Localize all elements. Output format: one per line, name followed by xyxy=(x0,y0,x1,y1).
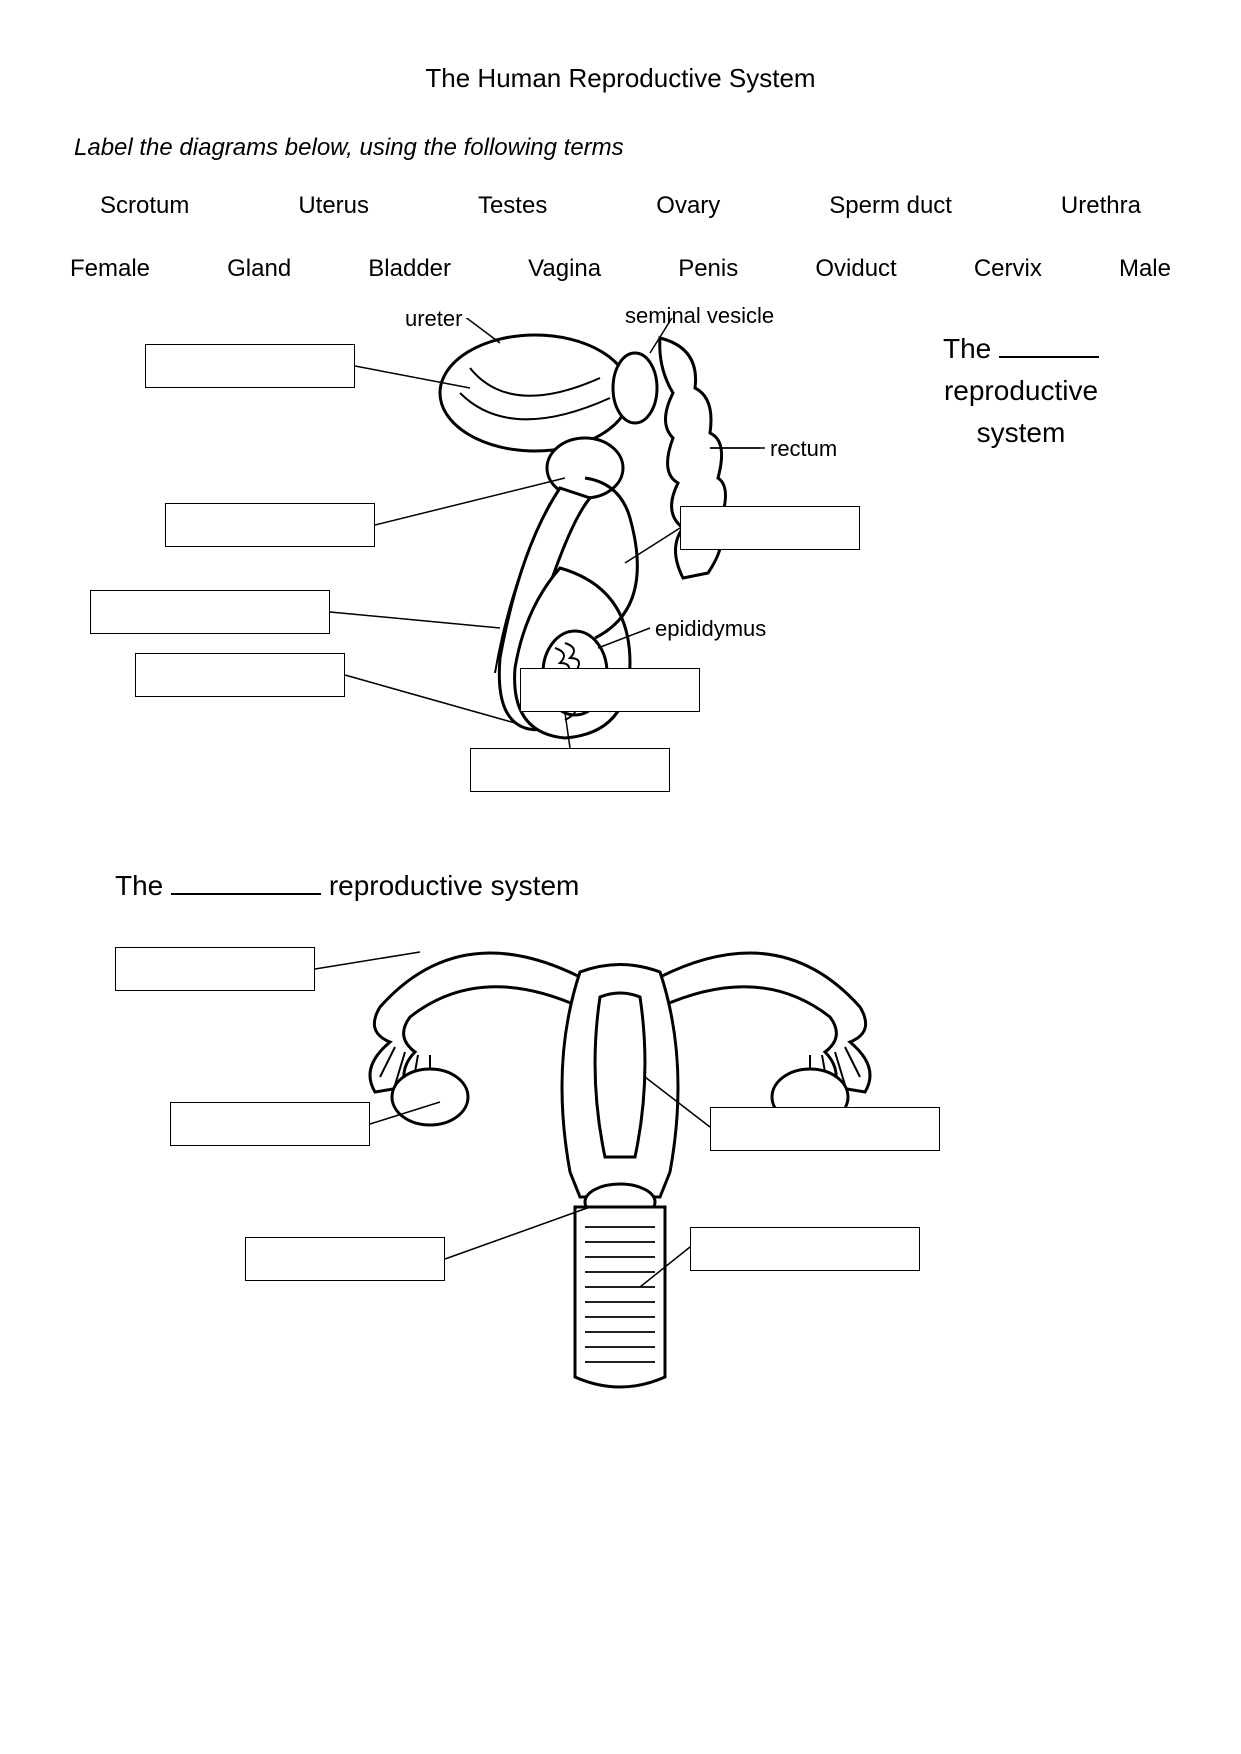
term: Penis xyxy=(678,255,738,283)
caption-blank[interactable] xyxy=(999,331,1099,358)
page-title: The Human Reproductive System xyxy=(70,63,1171,94)
fill-box[interactable] xyxy=(710,1107,940,1151)
fill-box[interactable] xyxy=(90,590,330,634)
word-bank: Scrotum Uterus Testes Ovary Sperm duct U… xyxy=(70,192,1171,283)
caption-blank[interactable] xyxy=(171,868,321,895)
caption-prefix: The xyxy=(943,333,999,364)
female-anatomy-svg xyxy=(340,927,900,1407)
caption-suffix: reproductive system xyxy=(329,870,580,901)
instruction-text: Label the diagrams below, using the foll… xyxy=(74,134,1171,162)
fill-box[interactable] xyxy=(115,947,315,991)
label-seminal-vesicle: seminal vesicle xyxy=(625,303,774,329)
fill-box[interactable] xyxy=(170,1102,370,1146)
caption-prefix: The xyxy=(115,870,171,901)
term: Uterus xyxy=(298,192,369,220)
term: Bladder xyxy=(368,255,451,283)
word-bank-row-2: Female Gland Bladder Vagina Penis Oviduc… xyxy=(70,255,1171,283)
male-caption: The reproductive system xyxy=(911,328,1131,454)
fill-box[interactable] xyxy=(470,748,670,792)
term: Female xyxy=(70,255,150,283)
term: Urethra xyxy=(1061,192,1141,220)
label-rectum: rectum xyxy=(770,436,837,462)
term: Vagina xyxy=(528,255,601,283)
male-anatomy-svg xyxy=(350,318,870,788)
word-bank-row-1: Scrotum Uterus Testes Ovary Sperm duct U… xyxy=(70,192,1171,220)
term: Sperm duct xyxy=(829,192,952,220)
term: Testes xyxy=(478,192,547,220)
worksheet-page: The Human Reproductive System Label the … xyxy=(0,0,1241,1754)
term: Male xyxy=(1119,255,1171,283)
female-caption: The reproductive system xyxy=(115,868,1171,902)
fill-box[interactable] xyxy=(245,1237,445,1281)
term: Scrotum xyxy=(100,192,189,220)
fill-box[interactable] xyxy=(145,344,355,388)
male-diagram-area: The reproductive system xyxy=(70,318,1171,828)
term: Ovary xyxy=(656,192,720,220)
fill-box[interactable] xyxy=(165,503,375,547)
fill-box[interactable] xyxy=(690,1227,920,1271)
fill-box[interactable] xyxy=(135,653,345,697)
label-ureter: ureter xyxy=(405,306,462,332)
term: Gland xyxy=(227,255,291,283)
label-epididymus: epididymus xyxy=(655,616,766,642)
caption-suffix: reproductive system xyxy=(944,375,1098,448)
female-diagram-area xyxy=(70,927,1171,1427)
term: Oviduct xyxy=(815,255,896,283)
term: Cervix xyxy=(974,255,1042,283)
fill-box[interactable] xyxy=(520,668,700,712)
fill-box[interactable] xyxy=(680,506,860,550)
